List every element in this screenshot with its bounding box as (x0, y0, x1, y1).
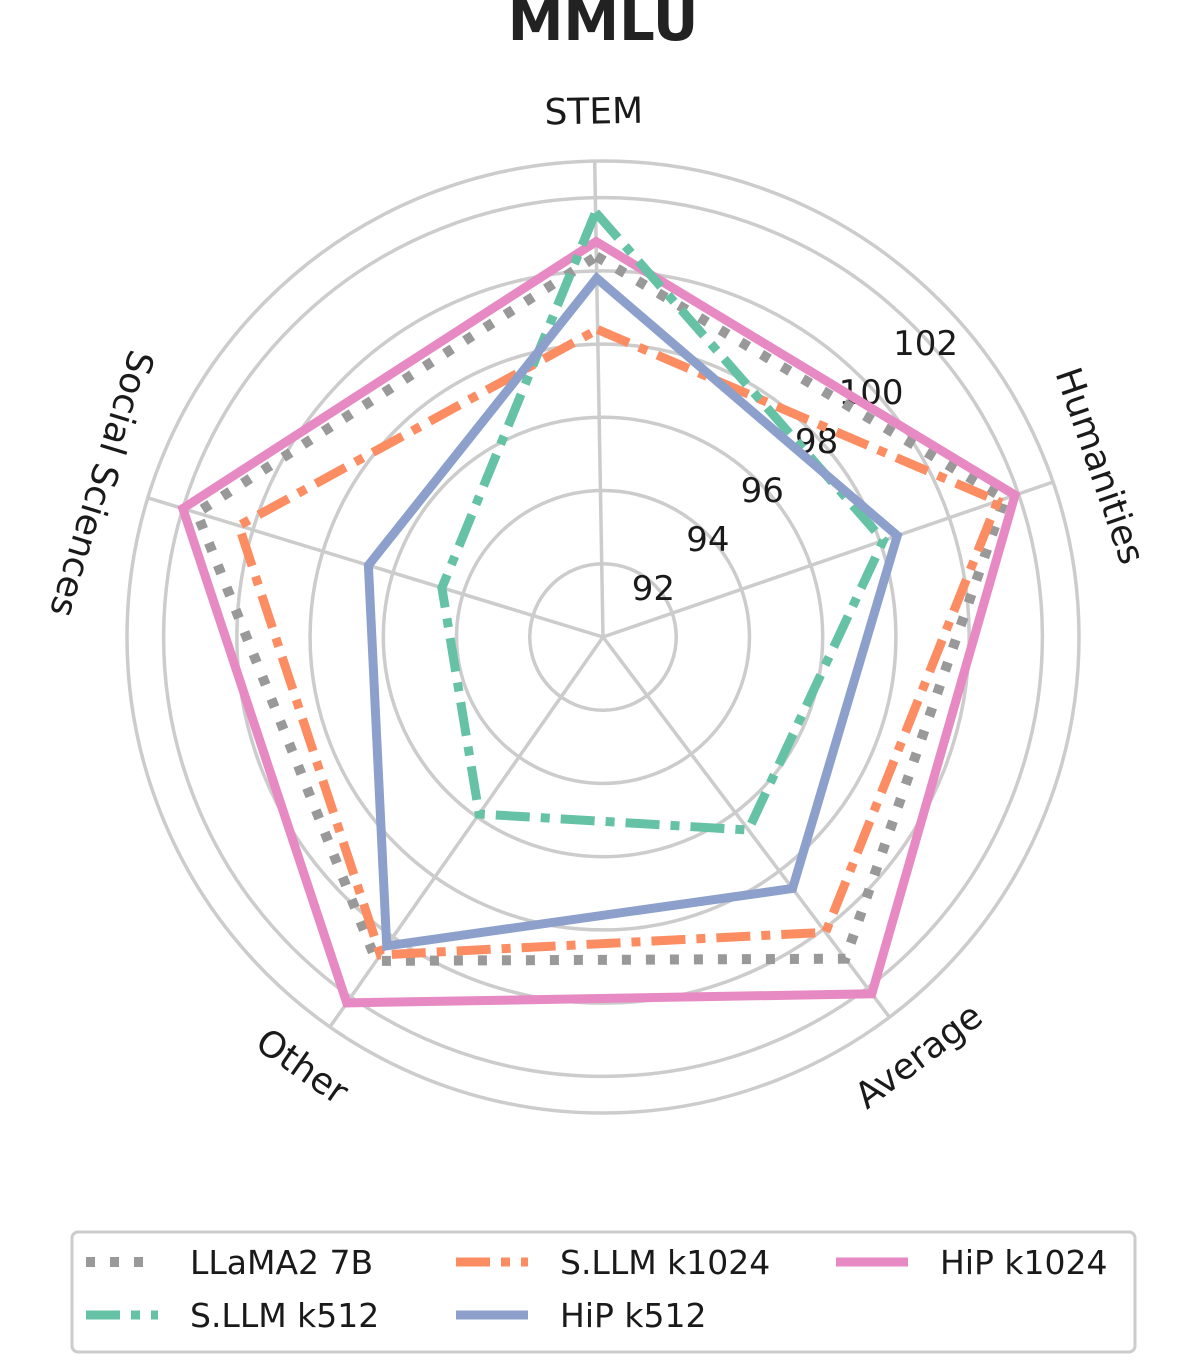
axis-label: Humanities (1047, 363, 1152, 570)
series-line (177, 236, 1021, 1008)
axis-label: STEM (544, 91, 643, 134)
spoke-line (602, 480, 1054, 639)
legend-label: S.LLM k1024 (560, 1243, 770, 1282)
grid-circle (161, 195, 1045, 1079)
radial-tick-label: 92 (632, 569, 675, 609)
axis-label: Social Sciences (41, 345, 161, 621)
grid-circle (454, 488, 752, 786)
series-line (233, 324, 1004, 960)
legend-label: HiP k512 (560, 1296, 706, 1335)
radial-tick-label: 94 (686, 520, 729, 560)
legend-label: S.LLM k512 (190, 1296, 379, 1335)
grid-circle (235, 269, 971, 1005)
grid-circle (381, 415, 825, 859)
series-lines (177, 203, 1021, 1008)
series-line (363, 271, 903, 952)
spoke-line (328, 635, 605, 1028)
legend: LLaMA2 7B S.LLM k1024 HiP k1024 S.LLM k512 H… (70, 1230, 1137, 1354)
chart-title: MMLU (508, 0, 699, 54)
legend-label: HiP k1024 (940, 1243, 1107, 1282)
spoke-line (147, 496, 604, 639)
grid-circle (308, 342, 898, 932)
radar-grid (125, 159, 1081, 1115)
series-line (437, 203, 889, 835)
radial-tick-label: 102 (893, 324, 958, 364)
series-line (190, 250, 1011, 966)
legend-label: LLaMA2 7B (190, 1243, 373, 1282)
axis-label: Average (848, 995, 991, 1117)
outer-frame-circle (125, 159, 1081, 1115)
radial-tick-label: 96 (741, 471, 784, 511)
